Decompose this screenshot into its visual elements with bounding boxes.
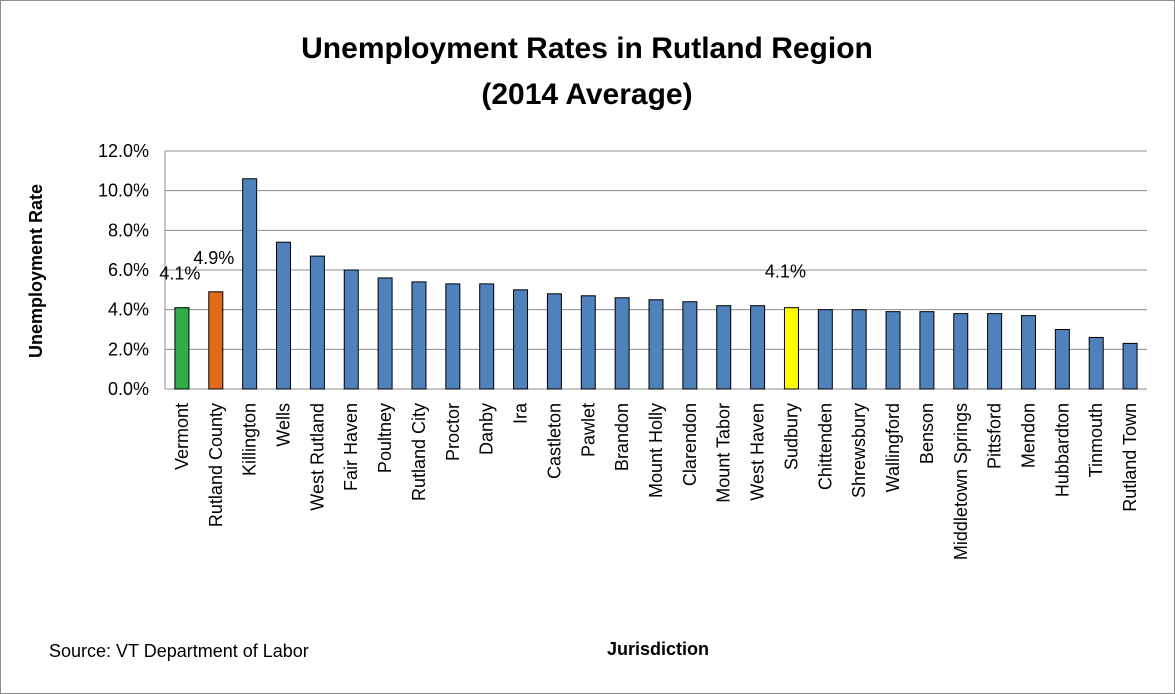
bar [851, 309, 867, 390]
bar [682, 301, 698, 390]
x-tick-label: West Rutland [307, 403, 327, 511]
x-tick-label: Danby [477, 403, 497, 455]
x-tick-label: Hubbardton [1052, 403, 1072, 497]
bar [817, 309, 833, 390]
bar [343, 269, 359, 390]
chart-title: Unemployment Rates in Rutland Region [301, 32, 873, 65]
bar [919, 311, 935, 390]
chart-subtitle: (2014 Average) [481, 78, 692, 111]
x-tick-label: Poultney [375, 403, 395, 473]
bar [648, 299, 664, 390]
bar [614, 297, 630, 390]
y-tick-label: 0.0% [108, 379, 149, 399]
x-tick-label: Vermont [172, 403, 192, 470]
bar [987, 313, 1003, 390]
bar [783, 307, 799, 390]
data-label: 4.1% [159, 264, 200, 284]
x-tick-label: Ira [511, 402, 531, 424]
y-tick-label: 12.0% [98, 141, 149, 161]
bar [445, 283, 461, 390]
x-tick-label: Shrewsbury [849, 403, 869, 498]
x-tick-label: Wallingford [883, 403, 903, 492]
y-tick-labels: 0.0% 2.0% 4.0% 6.0% 8.0% 10.0% 12.0% [98, 141, 149, 399]
bar [1122, 342, 1138, 390]
bar [750, 305, 766, 390]
bar [377, 277, 393, 390]
bars [174, 178, 1138, 390]
data-label: 4.9% [193, 248, 234, 268]
x-tick-label: Tinmouth [1086, 403, 1106, 477]
bar [546, 293, 562, 390]
bar [1054, 329, 1070, 390]
data-labels: 4.1%4.9%4.1% [159, 248, 806, 284]
y-tick-label: 4.0% [108, 300, 149, 320]
x-tick-label: Rutland Town [1120, 403, 1140, 512]
bar [580, 295, 596, 390]
bar [309, 255, 325, 390]
x-tick-labels: Vermont Rutland County Killington Wells West… [172, 402, 1140, 560]
bar [174, 307, 190, 390]
x-tick-label: Benson [917, 403, 937, 464]
bar [1088, 336, 1104, 390]
y-axis-title: Unemployment Rate [26, 184, 46, 358]
x-tick-label: Mendon [1018, 403, 1038, 468]
x-tick-label: Mount Tabor [714, 403, 734, 503]
x-tick-label: Rutland County [206, 403, 226, 527]
x-tick-label: Wells [274, 403, 294, 447]
bar [885, 311, 901, 390]
bar [208, 291, 224, 390]
x-tick-label: Pittsford [985, 403, 1005, 469]
y-tick-label: 2.0% [108, 339, 149, 359]
x-axis-title: Jurisdiction [607, 639, 709, 659]
bar [479, 283, 495, 390]
x-tick-label: Fair Haven [341, 403, 361, 491]
x-tick-label: Castleton [544, 403, 564, 479]
bar [242, 178, 258, 390]
x-tick-label: Mount Holly [646, 403, 666, 498]
data-label: 4.1% [765, 262, 806, 282]
y-tick-label: 10.0% [98, 181, 149, 201]
x-tick-label: Pawlet [578, 403, 598, 457]
bar [1020, 315, 1036, 390]
bar [716, 305, 732, 390]
x-tick-label: Brandon [612, 403, 632, 471]
x-tick-label: Chittenden [815, 403, 835, 490]
y-tick-label: 6.0% [108, 260, 149, 280]
bar [411, 281, 427, 390]
x-tick-label: Rutland City [409, 403, 429, 501]
x-tick-label: Proctor [443, 403, 463, 461]
bar [953, 313, 969, 390]
y-tick-label: 8.0% [108, 220, 149, 240]
bar [276, 241, 292, 390]
x-tick-label: Middletown Springs [951, 403, 971, 560]
x-tick-label: Clarendon [680, 403, 700, 486]
x-tick-label: Sudbury [781, 403, 801, 470]
x-tick-label: West Haven [748, 403, 768, 501]
source-note: Source: VT Department of Labor [49, 641, 309, 661]
x-tick-label: Killington [240, 403, 260, 476]
bar [513, 289, 529, 390]
